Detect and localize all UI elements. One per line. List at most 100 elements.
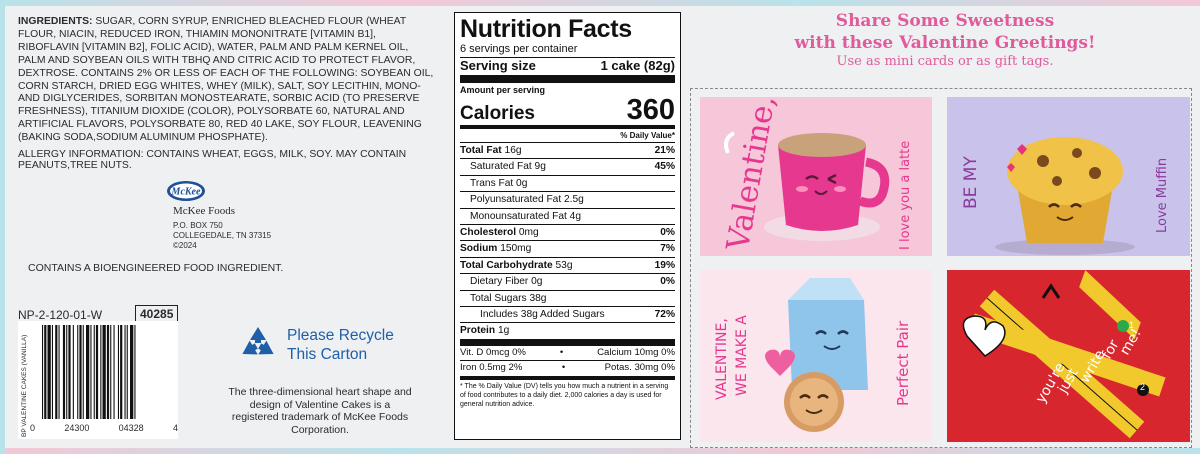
- allergy-info: ALLERGY INFORMATION: CONTAINS WHEAT, EGG…: [18, 149, 407, 171]
- mineral-bullet: •: [561, 362, 566, 374]
- recycle-line2: This Carton: [287, 346, 368, 363]
- nutrient-daily-value: 0%: [660, 276, 675, 288]
- nutrient-name: Total Fat 16g: [460, 143, 522, 158]
- nutrient-name: Protein 1g: [460, 323, 509, 338]
- company-address-line2: COLLEGEDALE, TN 37315: [173, 231, 272, 240]
- nutrient-bold-label: Cholesterol: [460, 226, 517, 238]
- milk-cookie-illustration: [765, 278, 868, 432]
- barcode-bar: [82, 325, 84, 419]
- recycle-icon: [242, 327, 274, 355]
- nutrient-amount: Total Sugars 38g: [470, 292, 547, 304]
- valentine-card-muffin: BE MY Love Muffin: [947, 97, 1190, 256]
- company-name: McKee Foods: [173, 205, 236, 217]
- cut-line-border: [690, 88, 1192, 448]
- nutrient-row: Dietary Fiber 0g 0%: [460, 274, 675, 291]
- bioengineered-notice: CONTAINS A BIOENGINEERED FOOD INGREDIENT…: [28, 262, 284, 274]
- nutrient-name: Includes 38g Added Sugars: [480, 307, 605, 322]
- barcode-bar: [120, 325, 123, 419]
- nutrient-amount: 53g: [552, 259, 573, 271]
- barcode-digit-1: 0: [30, 423, 36, 433]
- company-copyright: ©2024: [173, 241, 197, 250]
- barcode-bar: [77, 325, 79, 419]
- valentine-card-pencils: you're just write for me! 1 2: [947, 270, 1190, 442]
- vitamin-row: Vit. D 0mcg 0% • Calcium 10mg 0%: [460, 346, 675, 362]
- nutrient-row: Monounsaturated Fat 4g: [460, 209, 675, 225]
- nutrient-row: Polyunsaturated Fat 2.5g: [460, 192, 675, 209]
- card3-sub-text: Perfect Pair: [894, 320, 912, 406]
- card2-main-text: BE MY: [961, 156, 981, 209]
- nutrient-row: Includes 38g Added Sugars 72%: [460, 307, 675, 324]
- serving-size-label: Serving size: [460, 58, 536, 73]
- recycle-message: Please Recycle This Carton: [287, 326, 394, 364]
- barcode-digits-3: 04328: [118, 423, 144, 433]
- trademark-notice: The three-dimensional heart shape and de…: [228, 386, 412, 436]
- product-code: NP-2-120-01-W: [18, 308, 103, 322]
- ingredients-list: SUGAR, CORN SYRUP, ENRICHED BLEACHED FLO…: [18, 16, 434, 144]
- barcode-bar: [90, 325, 92, 419]
- valentine-card-latte: Valentine, I love you a latte: [700, 97, 932, 256]
- barcode-bar: [62, 325, 66, 419]
- barcode-bar: [93, 325, 95, 419]
- company-address: P.O. BOX 750 COLLEGEDALE, TN 37315 ©2024: [173, 221, 271, 251]
- barcode-bar: [113, 325, 115, 419]
- barcode-bar: [47, 325, 51, 419]
- barcode-bar: [55, 325, 58, 419]
- greetings-title-line1: Share Some Sweetness: [835, 11, 1055, 31]
- nutrient-daily-value: 45%: [654, 161, 675, 173]
- greetings-subtitle: Use as mini cards or as gift tags.: [836, 54, 1054, 69]
- nutrient-amount: 1g: [495, 325, 510, 337]
- daily-value-footnote: * The % Daily Value (DV) tells you how m…: [460, 382, 669, 409]
- mckee-logo-icon: McKee: [167, 181, 205, 201]
- barcode-number: 0 24300 04328 4: [30, 423, 178, 433]
- serving-size-row: Serving size 1 cake (82g): [460, 58, 675, 83]
- calcium: Calcium 10mg 0%: [597, 346, 675, 358]
- nutrient-bold-label: Total Carbohydrate: [460, 259, 553, 271]
- nutrient-amount: Includes 38g Added Sugars: [480, 308, 605, 320]
- pencil-number-1: 1: [1129, 320, 1135, 330]
- nutrient-row: Total Sugars 38g: [460, 291, 675, 307]
- nutrient-name: Trans Fat 0g: [470, 176, 527, 191]
- nutrition-title: Nutrition Facts: [460, 15, 632, 43]
- recycle-line1: Please Recycle: [287, 327, 394, 344]
- carton-edge-bottom: [0, 448, 1200, 454]
- nutrient-amount: Monounsaturated Fat 4g: [470, 210, 582, 222]
- barcode-bar: [58, 325, 60, 419]
- nutrient-amount: 0mg: [516, 226, 539, 238]
- nutrient-daily-value: 72%: [654, 308, 675, 320]
- vitamin-d: Vit. D 0mcg 0%: [460, 346, 526, 358]
- company-address-line1: P.O. BOX 750: [173, 221, 223, 230]
- nutrient-name: Total Sugars 38g: [470, 291, 546, 306]
- nutrient-daily-value: 0%: [660, 226, 675, 238]
- nutrient-row: Trans Fat 0g: [460, 176, 675, 193]
- calories-label: Calories: [460, 103, 535, 124]
- iron: Iron 0.5mg 2%: [460, 362, 523, 374]
- card3-main-text-1: VALENTINE,: [714, 318, 730, 400]
- barcode-bar: [44, 325, 47, 419]
- barcode-bars: [42, 325, 136, 419]
- calories-row: Calories 360: [460, 95, 675, 129]
- barcode-digit-4: 4: [172, 423, 178, 433]
- barcode-bar: [68, 325, 71, 419]
- barcode-bar: [102, 325, 106, 419]
- pencil-number-2: 2: [1140, 382, 1146, 392]
- barcode-bar: [106, 325, 110, 419]
- barcode-bar: [72, 325, 74, 419]
- nutrient-name: Saturated Fat 9g: [470, 159, 546, 174]
- nutrient-row: Saturated Fat 9g 45%: [460, 159, 675, 176]
- card1-sub-text: I love you a latte: [898, 140, 913, 250]
- barcode-bar: [124, 325, 126, 419]
- barcode-bar: [117, 325, 119, 419]
- nutrient-name: Polyunsaturated Fat 2.5g: [470, 192, 584, 207]
- barcode-bar: [51, 325, 53, 419]
- nutrient-daily-value: 21%: [654, 145, 675, 156]
- ingredients-text: INGREDIENTS: SUGAR, CORN SYRUP, ENRICHED…: [18, 16, 436, 145]
- upc-barcode: BP VALENTINE CAKES (VANILLA) 0 24300 043…: [18, 321, 178, 439]
- potassium: Potas. 30mg 0%: [604, 362, 675, 374]
- serving-size-value: 1 cake (82g): [600, 58, 675, 73]
- muffin-illustration: [995, 137, 1135, 255]
- mckee-logo-text: McKee: [171, 187, 201, 198]
- nutrient-daily-value: 7%: [660, 243, 675, 255]
- nutrient-name: Dietary Fiber 0g: [470, 274, 542, 289]
- servings-per-container: 6 servings per container: [460, 43, 675, 58]
